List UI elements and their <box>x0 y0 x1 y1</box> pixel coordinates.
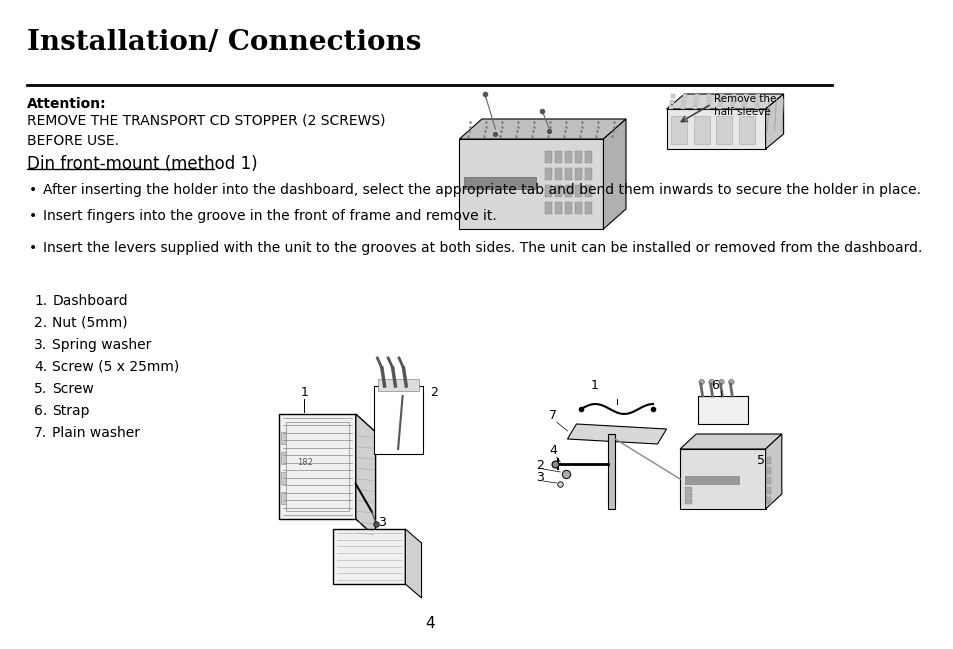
Text: Remove the
half sleeve: Remove the half sleeve <box>714 94 776 117</box>
Bar <box>766 487 770 494</box>
Polygon shape <box>666 94 782 109</box>
Polygon shape <box>765 434 781 509</box>
Polygon shape <box>459 139 603 229</box>
Bar <box>564 185 572 197</box>
Bar <box>766 477 770 484</box>
Bar <box>679 449 765 509</box>
Polygon shape <box>666 109 765 149</box>
Bar <box>555 202 561 214</box>
Bar <box>544 151 552 163</box>
Text: 6.: 6. <box>34 404 48 418</box>
Bar <box>574 185 581 197</box>
Text: Screw: Screw <box>52 382 94 396</box>
Bar <box>286 422 348 511</box>
Bar <box>684 499 691 504</box>
Text: •: • <box>29 183 37 197</box>
Bar <box>698 396 747 424</box>
Bar <box>555 168 561 180</box>
Polygon shape <box>405 529 421 598</box>
Bar <box>378 379 418 391</box>
Polygon shape <box>603 119 625 229</box>
Bar <box>544 202 552 214</box>
Text: 6: 6 <box>711 379 719 392</box>
Bar <box>564 151 572 163</box>
Bar <box>281 472 286 484</box>
Bar <box>555 185 561 197</box>
Bar <box>693 116 709 144</box>
Text: 4.: 4. <box>34 360 48 374</box>
Text: 2: 2 <box>430 386 438 399</box>
Bar <box>564 168 572 180</box>
Bar <box>766 467 770 474</box>
Polygon shape <box>459 119 625 139</box>
Text: •: • <box>29 209 37 223</box>
Text: 1: 1 <box>590 379 598 392</box>
Bar <box>584 151 591 163</box>
Bar <box>281 492 286 504</box>
Text: 182: 182 <box>297 458 313 467</box>
Text: 2.: 2. <box>34 316 48 330</box>
Text: 5.: 5. <box>34 382 48 396</box>
Polygon shape <box>765 94 782 149</box>
Bar <box>684 487 691 492</box>
Text: Dashboard: Dashboard <box>52 294 128 308</box>
Bar <box>670 116 686 144</box>
Bar <box>684 493 691 498</box>
Text: Installation/ Connections: Installation/ Connections <box>27 29 421 56</box>
Text: 5: 5 <box>756 454 763 467</box>
Bar <box>281 452 286 464</box>
Bar <box>281 432 286 444</box>
Bar <box>374 386 423 454</box>
Bar <box>544 168 552 180</box>
Bar <box>684 476 738 484</box>
Text: 4: 4 <box>549 444 557 457</box>
Bar <box>584 202 591 214</box>
Text: 4: 4 <box>424 616 434 631</box>
Text: After inserting the holder into the dashboard, select the appropriate tab and be: After inserting the holder into the dash… <box>43 183 921 197</box>
Bar <box>463 177 536 189</box>
Text: Insert fingers into the groove in the front of frame and remove it.: Insert fingers into the groove in the fr… <box>43 209 497 223</box>
Ellipse shape <box>728 380 733 384</box>
Bar <box>574 151 581 163</box>
Text: Attention:: Attention: <box>27 97 107 111</box>
Bar <box>584 185 591 197</box>
Bar <box>607 434 615 509</box>
Text: 7: 7 <box>549 409 557 422</box>
Text: •: • <box>29 241 37 255</box>
Text: Nut (5mm): Nut (5mm) <box>52 316 128 330</box>
Text: Din front-mount (method 1): Din front-mount (method 1) <box>27 155 257 173</box>
Bar <box>555 151 561 163</box>
Text: REMOVE THE TRANSPORT CD STOPPER (2 SCREWS)
BEFORE USE.: REMOVE THE TRANSPORT CD STOPPER (2 SCREW… <box>27 113 385 147</box>
Bar <box>766 457 770 464</box>
Bar <box>564 202 572 214</box>
Text: Spring washer: Spring washer <box>52 338 152 352</box>
Bar <box>544 185 552 197</box>
Ellipse shape <box>718 380 723 384</box>
Ellipse shape <box>708 380 714 384</box>
Text: 3: 3 <box>536 471 543 484</box>
Bar <box>766 497 770 504</box>
Text: 7.: 7. <box>34 426 48 440</box>
Bar <box>333 529 405 584</box>
Polygon shape <box>567 424 666 444</box>
Bar <box>584 168 591 180</box>
Bar <box>738 116 754 144</box>
Polygon shape <box>355 414 375 537</box>
Text: 1: 1 <box>300 386 308 399</box>
Text: 2: 2 <box>536 459 543 472</box>
Bar <box>574 168 581 180</box>
Text: 3: 3 <box>378 516 386 529</box>
Bar <box>574 202 581 214</box>
Text: Screw (5 x 25mm): Screw (5 x 25mm) <box>52 360 179 374</box>
Bar <box>279 414 355 519</box>
Text: 1.: 1. <box>34 294 48 308</box>
Ellipse shape <box>699 380 703 384</box>
Text: 3.: 3. <box>34 338 48 352</box>
Text: Strap: Strap <box>52 404 90 418</box>
Bar <box>716 116 732 144</box>
Text: Plain washer: Plain washer <box>52 426 140 440</box>
Polygon shape <box>679 434 781 449</box>
Text: Insert the levers supplied with the unit to the grooves at both sides. The unit : Insert the levers supplied with the unit… <box>43 241 922 255</box>
